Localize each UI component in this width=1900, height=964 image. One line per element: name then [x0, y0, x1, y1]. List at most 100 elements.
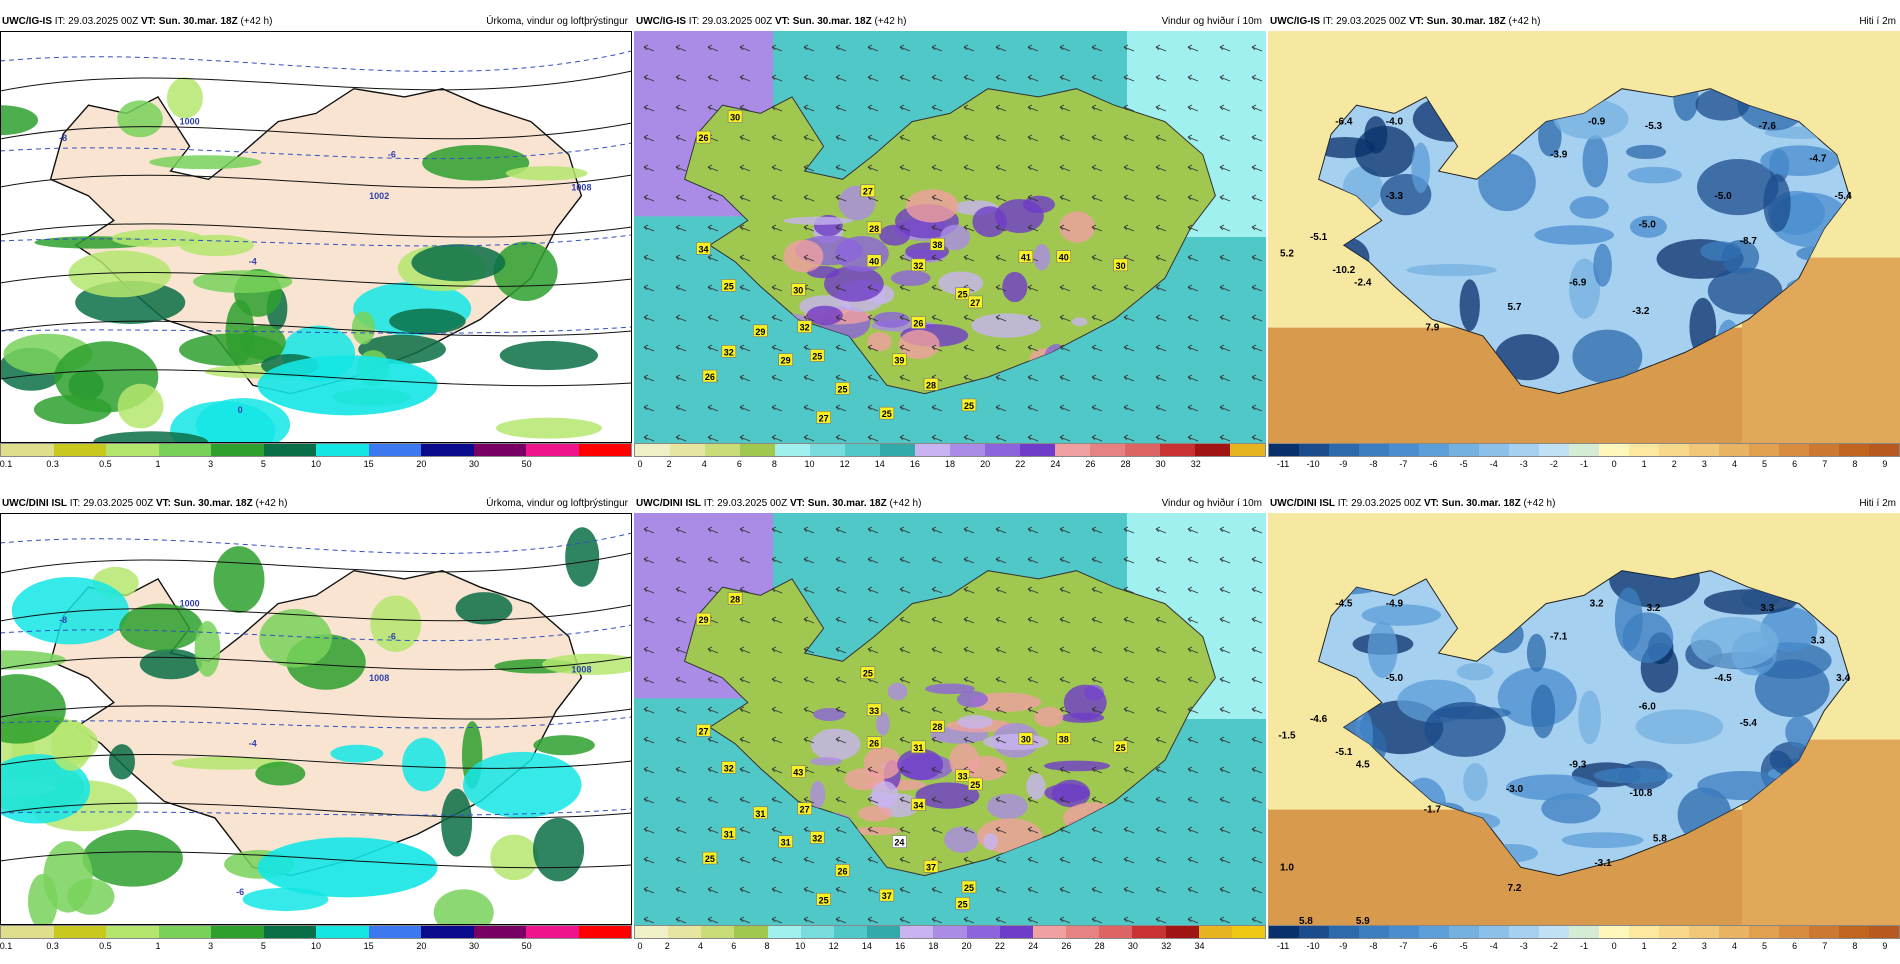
map-value-label: 1002 [369, 191, 389, 201]
init-time: IT: 29.03.2025 00Z [1322, 16, 1407, 27]
legend-tick: 0.5 [99, 459, 112, 469]
legend-tick: -11 [1276, 459, 1290, 469]
legend-swatch [1389, 444, 1419, 456]
map-value-label: -4.7 [1809, 154, 1827, 165]
valid-time: Sun. 30.mar. 18Z [158, 16, 238, 27]
legend-tick: 3 [208, 941, 214, 951]
legend-swatch [966, 926, 1000, 938]
map-value-label: 32 [724, 347, 734, 357]
legend-swatch [106, 926, 159, 938]
map-value-label: 31 [724, 829, 734, 839]
legend-tick: -7 [1399, 459, 1408, 469]
map-value-label: 31 [781, 838, 791, 848]
valid-time: Sun. 30.mar. 18Z [173, 498, 253, 509]
map-value-label: 26 [705, 372, 715, 382]
legend-tick: 0 [637, 941, 643, 951]
legend-swatches [0, 443, 632, 457]
legend-swatch [421, 444, 474, 456]
map-value-label: -5.3 [1645, 121, 1663, 132]
legend-tick: 30 [1127, 941, 1138, 951]
map-value-label: -7.6 [1759, 121, 1777, 132]
map-value-label: 25 [882, 409, 892, 419]
map-value-label: 40 [1059, 253, 1069, 263]
legend-swatch [1231, 926, 1265, 938]
valid-label: VT: [155, 498, 171, 509]
legend-swatch [1066, 926, 1100, 938]
map-value-label: 5.8 [1299, 916, 1313, 925]
forecast-panel-temp: UWC/IG-IS IT: 29.03.2025 00Z VT: Sun. 30… [1268, 10, 1900, 482]
legend-tick: -6 [1429, 459, 1438, 469]
map-value-label: 29 [755, 327, 765, 337]
legend-swatch [263, 926, 316, 938]
legend-swatch [950, 444, 985, 456]
map-value-label: -4.9 [1386, 599, 1404, 610]
legend-swatch [1659, 926, 1689, 938]
legend-tick: 26 [1085, 459, 1096, 469]
legend-tick: 50 [521, 459, 532, 469]
legend-swatch [1230, 444, 1265, 456]
map-value-label: -6 [388, 150, 396, 160]
legend-tick: -8 [1369, 459, 1378, 469]
color-legend: -11 -10 -9 -8 -7 -6 -5 -4 -3 -2 -1 0 1 2 3 4 5 6 7 8 9 [1268, 443, 1900, 473]
legend-swatch [316, 444, 369, 456]
legend-swatch [211, 444, 264, 456]
legend-swatch [1, 444, 54, 456]
legend-swatch [1629, 926, 1659, 938]
panel-header: UWC/IG-IS IT: 29.03.2025 00Z VT: Sun. 30… [634, 10, 1266, 28]
legend-swatch [1389, 926, 1419, 938]
init-time: IT: 29.03.2025 00Z [54, 16, 139, 27]
legend-tick: -3 [1519, 941, 1528, 951]
forecast-panel-precip: UWC/IG-IS IT: 29.03.2025 00Z VT: Sun. 30… [0, 10, 632, 482]
legend-swatch [1779, 926, 1809, 938]
legend-swatch [1719, 926, 1749, 938]
map-value-label: 33 [958, 772, 968, 782]
legend-swatch [1160, 444, 1195, 456]
map-temp: -6.4 -4.0 -0.9 -5.3 -7.6 -4.7 -3.9 -5.0 -5.4 -3.3… [1268, 31, 1900, 443]
map-value-label: 40 [869, 257, 879, 267]
legend-swatch [734, 926, 768, 938]
map-value-label: 37 [882, 891, 892, 901]
valid-label: VT: [140, 16, 156, 27]
legend-swatch [263, 444, 316, 456]
legend-swatch [1020, 444, 1055, 456]
map-value-label: 34 [699, 244, 709, 254]
map-value-label: 27 [819, 413, 829, 423]
map-value-label: -5.0 [1639, 220, 1657, 231]
panel-header: UWC/DINI ISL IT: 29.03.2025 00Z VT: Sun.… [1268, 492, 1900, 510]
legend-tick: 22 [994, 941, 1005, 951]
legend-swatch [867, 926, 901, 938]
legend-tick: 8 [764, 941, 770, 951]
legend-tick: 20 [961, 941, 972, 951]
legend-tick: -2 [1549, 941, 1558, 951]
legend-swatch [999, 926, 1033, 938]
map-value-label: 7.9 [1425, 323, 1439, 334]
legend-swatch [880, 444, 915, 456]
legend-tick: 6 [1792, 941, 1798, 951]
legend-swatch [1479, 926, 1509, 938]
map-value-label: -5.4 [1835, 191, 1853, 202]
legend-swatch [1689, 444, 1719, 456]
legend-swatch [1419, 926, 1449, 938]
legend-ticks: 0.1 0.3 0.5 1 3 5 10 15 20 30 50 [0, 459, 632, 471]
legend-swatch [1269, 444, 1299, 456]
map-value-label: 1008 [369, 673, 389, 683]
map-value-label: 1000 [180, 117, 200, 127]
legend-tick: 16 [895, 941, 906, 951]
lead-time: (+42 h) [255, 498, 288, 509]
legend-swatch [1839, 444, 1869, 456]
legend-swatch [845, 444, 880, 456]
legend-tick: 0.5 [99, 941, 112, 951]
map-value-label: 3.4 [1836, 673, 1850, 684]
lead-time: (+42 h) [240, 16, 273, 27]
legend-tick: 10 [310, 941, 322, 951]
map-value-label: 32 [724, 763, 734, 773]
map-value-label: -6 [236, 887, 244, 897]
map-value-label: 1.0 [1280, 862, 1294, 873]
legend-tick: 7 [1822, 459, 1828, 469]
legend-tick: 0 [1611, 459, 1617, 469]
legend-swatch [1099, 926, 1133, 938]
panel-header: UWC/DINI ISL IT: 29.03.2025 00Z VT: Sun.… [0, 492, 632, 510]
legend-tick: -5 [1459, 459, 1468, 469]
map-value-label: 0 [238, 405, 243, 415]
legend-tick: 12 [839, 459, 850, 469]
